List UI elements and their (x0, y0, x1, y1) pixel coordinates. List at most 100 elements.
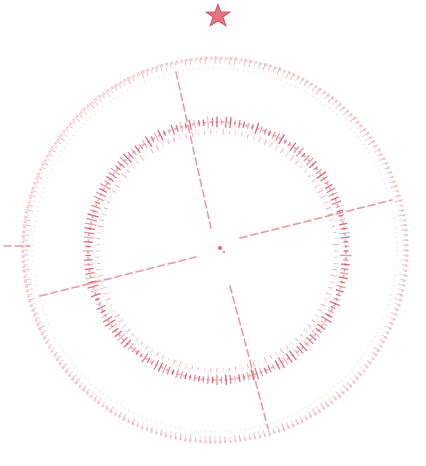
tick (96, 301, 103, 306)
tick (398, 209, 404, 212)
tick (161, 363, 168, 374)
spoke-west (39, 256, 197, 297)
tick (123, 339, 132, 348)
tick (107, 323, 118, 331)
tick (139, 352, 144, 358)
tick (166, 366, 171, 375)
tick (335, 205, 341, 209)
tick (58, 359, 65, 365)
tick (159, 429, 163, 435)
tick (277, 357, 286, 369)
tick (316, 171, 327, 180)
tick (314, 313, 320, 318)
tick (372, 144, 377, 149)
tick (115, 165, 122, 171)
tick (311, 84, 317, 92)
tick (78, 113, 83, 118)
tick (393, 302, 401, 306)
tick (346, 112, 353, 119)
tick (24, 274, 29, 276)
tick (309, 333, 317, 341)
tick (238, 119, 241, 128)
tick (329, 300, 341, 307)
tick (87, 213, 99, 218)
tick (259, 126, 263, 134)
outer-ring-inner-edge (32, 67, 398, 433)
tick (36, 175, 43, 179)
tick (233, 376, 236, 382)
tick (117, 82, 123, 89)
tick (335, 288, 344, 293)
tick (336, 209, 344, 213)
tick (294, 160, 299, 165)
tick (135, 350, 140, 356)
tick (272, 66, 275, 72)
tick (162, 130, 167, 136)
tick (246, 363, 249, 369)
tick (320, 320, 328, 326)
tick (100, 309, 107, 314)
tick (174, 62, 177, 67)
tick (399, 273, 408, 276)
tick (105, 175, 115, 182)
tick (139, 144, 144, 150)
tick (27, 293, 33, 296)
tick (85, 106, 91, 112)
tick (320, 403, 326, 411)
tick (393, 307, 398, 310)
tick (189, 58, 192, 65)
tick (83, 241, 93, 243)
tick (320, 303, 326, 307)
tick (366, 360, 371, 364)
tick (161, 142, 165, 148)
tick (81, 385, 87, 391)
center-mark (218, 246, 226, 254)
tick (191, 132, 194, 138)
tick (356, 124, 363, 130)
tick (258, 137, 262, 143)
tick (274, 360, 281, 370)
tick (388, 321, 393, 324)
tick (276, 424, 281, 434)
tick (199, 435, 201, 443)
tick (105, 404, 109, 409)
tick (267, 63, 271, 73)
tick (94, 201, 101, 205)
tick (113, 85, 118, 91)
tick (229, 56, 231, 65)
tick (296, 345, 304, 354)
tick (328, 397, 334, 404)
tick (202, 376, 205, 383)
tick (299, 415, 304, 423)
tick (122, 153, 132, 163)
tick (262, 62, 266, 71)
tick (38, 325, 45, 330)
tick (242, 121, 246, 129)
tick (31, 189, 38, 193)
tick (161, 354, 165, 360)
tick (141, 139, 148, 149)
tick (342, 384, 350, 392)
tick (258, 367, 264, 377)
tick (174, 432, 177, 440)
tick (384, 330, 389, 334)
spoke-east (239, 199, 393, 239)
tick (339, 280, 346, 284)
tick (258, 62, 261, 69)
tick (315, 168, 323, 175)
tick (101, 312, 110, 319)
tick (327, 212, 334, 216)
tick (136, 421, 140, 426)
tick (150, 426, 153, 432)
tick (339, 231, 351, 235)
tick (106, 298, 111, 301)
tick (272, 428, 275, 434)
tick (22, 224, 31, 227)
tick (100, 183, 111, 190)
tick (150, 359, 155, 366)
tick (86, 217, 98, 222)
tick (254, 122, 260, 134)
tick (338, 276, 348, 280)
tick (389, 316, 396, 320)
tick (394, 297, 403, 301)
